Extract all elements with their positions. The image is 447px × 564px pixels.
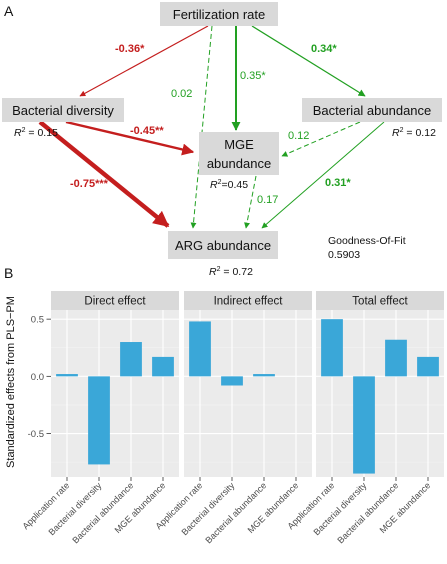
arrow-fert-arg [190, 25, 213, 229]
y-axis-label: Standardized effects from PLS−PM [5, 296, 17, 468]
coef-fert-arg: 0.02 [171, 88, 192, 100]
coef-mge-arg: 0.17 [257, 194, 278, 206]
node-bacterial-abundance: Bacterial abundance [313, 103, 432, 118]
y-axis: 0.5 0.0 -0.5 [28, 315, 51, 440]
arrow-fert-babund [251, 25, 366, 97]
gof-value: 0.5903 [328, 249, 360, 261]
node-mge-abundance-line2: abundance [207, 156, 271, 171]
coef-fert-bdiv: -0.36* [115, 43, 145, 55]
node-arg-abundance: ARG abundance [175, 238, 271, 253]
facet-strip [316, 291, 444, 310]
node-arg-abundance-box [168, 231, 278, 259]
node-mge-abundance-line1: MGE [224, 137, 254, 152]
x-tick-label: Bacterial abundance [335, 480, 400, 545]
facet-strip [51, 291, 179, 310]
arrow-babund-arg [261, 121, 385, 229]
bar-bacterial-abundance [120, 342, 142, 377]
arrow-fert-bdiv [79, 25, 209, 97]
gof-label: Goodness-Of-Fit [328, 235, 406, 247]
r2-bacterial-diversity: R2 = 0.15 [14, 127, 58, 139]
arrow-mge-arg [244, 175, 257, 229]
y-tick-label: 0.5 [31, 315, 44, 326]
x-tick-label: Bacterial abundance [203, 480, 268, 545]
arrow-babund-mge [281, 121, 361, 157]
facet-background [51, 310, 179, 477]
bar-bacterial-abundance [385, 339, 407, 377]
r2-mge-abundance: R2=0.45 [210, 179, 248, 191]
bar-bacterial-abundance [253, 374, 275, 377]
bar-application-rate [189, 321, 211, 377]
coef-bdiv-arg: -0.75*** [70, 178, 109, 190]
facet-strip [184, 291, 312, 310]
bar-application-rate [56, 374, 78, 377]
coef-fert-babund: 0.34* [311, 43, 337, 55]
node-bacterial-diversity-box [2, 98, 124, 122]
panel-b-letter: B [4, 265, 13, 281]
node-fertilization-rate: Fertilization rate [173, 7, 265, 22]
y-tick-label: 0.0 [31, 372, 44, 383]
bar-mge-abundance [152, 356, 174, 377]
coef-fert-mge: 0.35* [240, 70, 266, 82]
facet-title: Direct effect [84, 296, 146, 308]
panel-a-letter: A [4, 3, 14, 19]
bar-application-rate [321, 319, 343, 377]
arrow-bdiv-mge [65, 120, 195, 156]
bar-bacterial-diversity [221, 376, 243, 386]
coef-bdiv-mge: -0.45** [130, 125, 164, 137]
arrow-bdiv-arg [38, 120, 170, 228]
node-bacterial-abundance-box [302, 98, 442, 122]
facet-title: Total effect [352, 296, 408, 308]
r2-arg-abundance: R2 = 0.72 [209, 266, 253, 278]
bar-bacterial-diversity [88, 376, 110, 465]
coef-babund-mge: 0.12 [288, 130, 309, 142]
facet-title: Indirect effect [214, 296, 284, 308]
node-mge-abundance-box [199, 132, 279, 175]
coef-babund-arg: 0.31* [325, 177, 351, 189]
bar-bacterial-diversity [353, 376, 375, 474]
bar-mge-abundance [417, 356, 439, 377]
r2-bacterial-abundance: R2 = 0.12 [392, 127, 436, 139]
node-fertilization-rate-box [160, 2, 278, 26]
node-bacterial-diversity: Bacterial diversity [12, 103, 114, 118]
y-tick-label: -0.5 [28, 429, 44, 440]
x-tick-label: Bacterial abundance [70, 480, 135, 545]
